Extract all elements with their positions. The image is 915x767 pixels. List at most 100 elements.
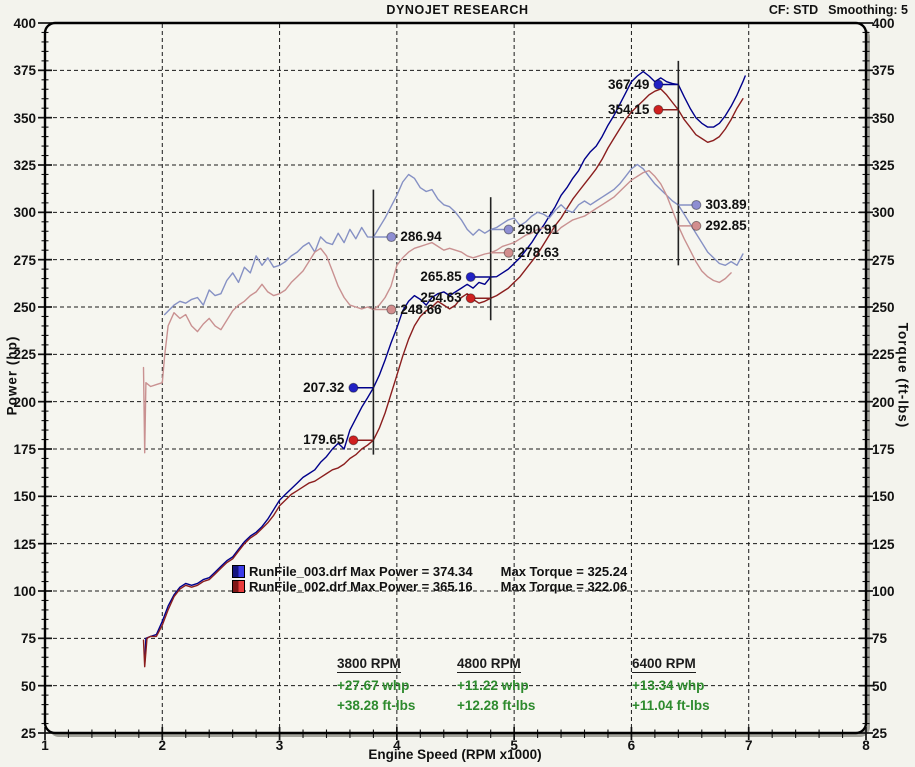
callout-value-label: 367.49 [608,76,650,92]
power-axis-tick-label: 325 [13,158,36,173]
torque-axis-tick-label: 275 [872,252,895,268]
legend-row: RunFile_002.drf Max Power = 365.16 Max To… [232,579,627,594]
power-axis-tick-label: 50 [20,678,36,694]
callout-value-label: 286.94 [400,229,442,245]
torque-axis-tick-label: 50 [872,678,888,694]
gain-rpm-header: 3800 RPM [337,656,401,673]
power-axis-tick-label: 25 [20,726,36,741]
power-axis-tick-label: 375 [13,63,36,79]
gain-ftlbs-value: +12.28 ft-lbs [457,698,536,713]
gain-annotation-column: 3800 RPM +27.67 whp +38.28 ft-lbs [337,656,415,716]
legend: RunFile_003.drf Max Power = 374.34 Max To… [232,564,627,594]
gain-whp-value: +11.22 whp [457,678,529,693]
power-axis-tick-label: 300 [13,205,36,221]
power-axis-tick-label: 275 [13,252,36,268]
callout-value-label: 179.65 [303,432,345,448]
callout-marker-dot [465,271,476,282]
legend-max-torque: Max Torque = 325.24 [500,564,628,579]
correction-smoothing-label: CF: STD Smoothing: 5 [769,3,908,17]
gain-annotation-column: 4800 RPM +11.22 whp +12.28 ft-lbs [457,656,535,716]
torque-curve-run3 [163,163,744,316]
plot-background [45,23,866,733]
callout-value-label: 254.63 [420,290,462,306]
gain-whp-value: +27.67 whp [337,678,410,693]
torque-axis-tick-label: 400 [872,16,895,31]
power-axis-tick-label: 400 [13,16,36,31]
gain-rpm-header: 4800 RPM [457,656,521,673]
torque-axis-tick-label: 300 [872,205,895,221]
plot-frame [43,21,868,735]
gain-rpm-header: 6400 RPM [632,656,696,673]
power-axis-tick-label: 125 [13,536,36,552]
power-curve-run2 [142,88,744,668]
legend-row: RunFile_003.drf Max Power = 374.34 Max To… [232,564,627,579]
power-axis-tick-label: 100 [13,584,36,599]
engine-speed-tick-label: 5 [510,738,518,753]
callout-marker-dot [691,220,702,231]
power-axis-tick-label: 75 [20,631,36,647]
callout-marker-dot [386,304,397,315]
callout-marker-dot [503,247,514,258]
callout-value-label: 303.89 [705,196,747,212]
engine-speed-tick-label: 3 [275,738,284,753]
torque-axis-label: Torque (ft-lbs) [895,322,911,429]
power-curve-run3 [144,70,746,666]
legend-file-and-max-power: RunFile_003.drf Max Power = 374.34 [249,564,473,579]
torque-axis-tick-label: 175 [872,442,895,457]
callout-value-label: 265.85 [420,268,462,284]
legend-max-torque: Max Torque = 322.06 [500,579,628,594]
gain-ftlbs-value: +11.04 ft-lbs [632,698,710,713]
torque-axis-tick-label: 325 [872,158,895,173]
engine-speed-axis-label: Engine Speed (RPM x1000) [368,747,542,762]
callout-marker-dot [465,293,476,304]
torque-axis-tick-label: 25 [872,726,888,741]
torque-axis-tick-label: 75 [872,631,888,647]
torque-axis-tick-label: 150 [872,489,895,505]
power-axis-tick-label: 350 [13,110,36,126]
engine-speed-tick-label: 8 [862,738,870,753]
gain-ftlbs-value: +38.28 ft-lbs [337,698,416,713]
callout-value-label: 248.66 [400,301,442,317]
smoothing-value: Smoothing: 5 [828,3,908,17]
engine-speed-tick-label: 1 [41,738,49,753]
callout-marker-dot [386,232,397,243]
power-axis-tick-label: 225 [13,347,36,363]
engine-speed-tick-label: 6 [627,738,636,753]
callout-marker-dot [653,79,664,90]
legend-file-and-max-power: RunFile_002.drf Max Power = 365.16 [249,579,473,594]
torque-axis-tick-label: 200 [872,394,895,410]
callout-marker-dot [691,199,702,210]
legend-swatch-icon [232,580,245,593]
callout-marker-dot [653,104,664,115]
callout-marker-dot [348,382,359,393]
power-axis-tick-label: 175 [13,442,36,457]
callout-marker-dot [348,435,359,446]
callout-marker-dot [503,224,514,235]
power-axis-tick-label: 250 [13,300,36,315]
torque-axis-tick-label: 375 [872,63,895,79]
callout-value-label: 354.15 [608,101,650,117]
gain-annotation-column: 6400 RPM +13.34 whp +11.04 ft-lbs [632,656,710,716]
engine-speed-tick-label: 7 [744,738,753,753]
page-title: DYNOJET RESEARCH [386,3,529,17]
engine-speed-tick-label: 2 [158,738,167,753]
power-axis-tick-label: 200 [13,394,36,410]
torque-axis-tick-label: 100 [872,584,895,599]
power-axis-tick-label: 150 [13,489,36,505]
legend-swatch-icon [232,565,245,578]
engine-speed-tick-label: 4 [393,738,401,753]
callout-value-label: 207.32 [303,379,345,395]
torque-axis-tick-label: 350 [872,110,895,126]
torque-curve-run2 [142,169,732,454]
torque-axis-tick-label: 250 [872,300,895,315]
callout-value-label: 290.91 [517,221,559,237]
torque-axis-tick-label: 225 [872,347,895,363]
callout-value-label: 292.85 [705,217,747,233]
torque-axis-tick-label: 125 [872,536,895,552]
correction-factor-value: CF: STD [768,3,819,17]
gain-whp-value: +13.34 whp [632,678,705,693]
power-axis-label: Power (hp) [4,335,20,416]
callout-value-label: 278.63 [517,244,559,260]
